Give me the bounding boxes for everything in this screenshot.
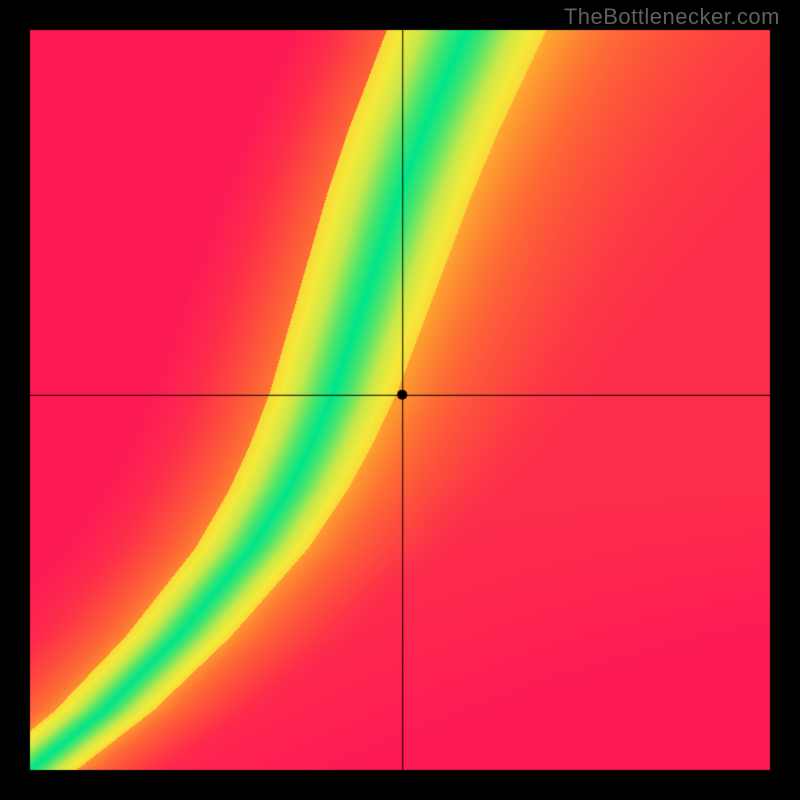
bottleneck-heatmap [0, 0, 800, 800]
chart-container: TheBottlenecker.com [0, 0, 800, 800]
watermark-text: TheBottlenecker.com [564, 4, 780, 30]
